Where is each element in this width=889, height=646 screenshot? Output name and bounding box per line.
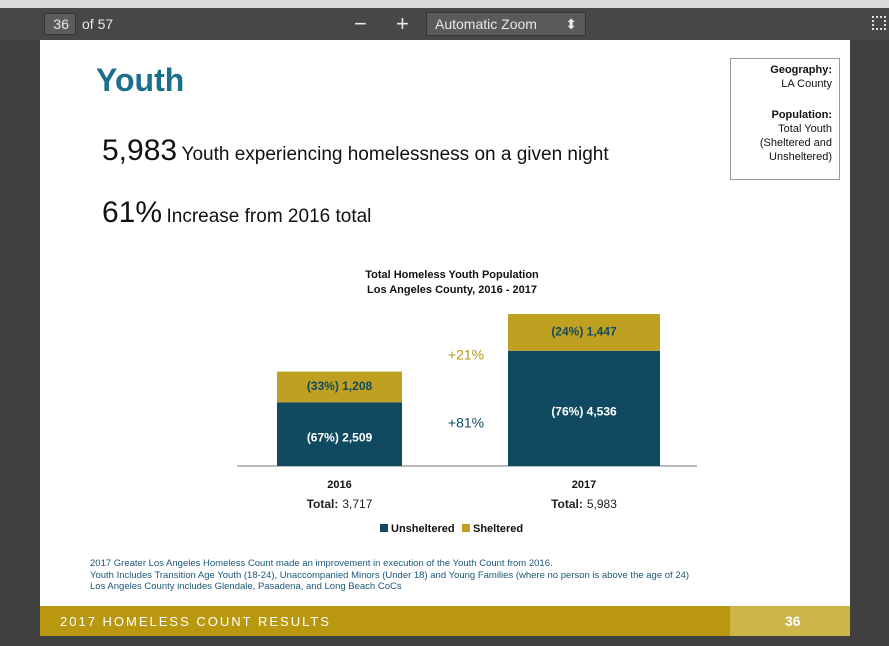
page-input[interactable]: 36 (44, 13, 76, 35)
footer-text: 2017 HOMELESS COUNT RESULTS (60, 614, 331, 629)
footer: 2017 HOMELESS COUNT RESULTS 36 (40, 606, 850, 636)
notes: 2017 Greater Los Angeles Homeless Count … (90, 558, 689, 593)
zoom-select[interactable]: Automatic Zoom ⬍ (426, 12, 586, 36)
info-text: (Sheltered and (759, 137, 832, 149)
stat-text: Youth experiencing homelessness on a giv… (181, 144, 609, 165)
select-arrow: ⬍ (565, 16, 577, 32)
zoom-in-button[interactable]: + (396, 11, 409, 36)
slide-title: Youth (96, 62, 185, 98)
note: Youth Includes Transition Age Youth (18-… (90, 569, 690, 581)
stat-line: 5,983 Youth experiencing homelessness on… (102, 134, 609, 168)
info-box: Geography: LA County Population: Total Y… (730, 58, 840, 180)
note: 2017 Greater Los Angeles Homeless Count … (90, 558, 553, 569)
stat-line: 61% Increase from 2016 total (102, 196, 371, 230)
zoom-out-button[interactable]: − (354, 11, 367, 36)
stat-text: Increase from 2016 total (166, 206, 372, 227)
toolbar: 36 of 57 − + Automatic Zoom ⬍ (0, 0, 889, 40)
slide: Youth 5,983 Youth experiencing homelessn… (40, 40, 850, 636)
info-text: LA County (781, 78, 832, 90)
info-text: Total Youth (778, 123, 832, 135)
info-text: Unsheltered) (769, 151, 832, 163)
footer-page-box (730, 606, 850, 636)
page-count: of 57 (82, 16, 114, 32)
info-heading: Geography: (770, 64, 832, 76)
zoom-value: Automatic Zoom (435, 16, 537, 32)
stat-number: 61% (102, 196, 163, 229)
fullscreen-button[interactable] (872, 16, 886, 30)
info-heading: Population: (771, 109, 833, 121)
stat-number: 5,983 (102, 134, 178, 167)
footer-page-number: 36 (785, 613, 801, 629)
note: Los Angeles County includes Glendale, Pa… (90, 581, 402, 592)
